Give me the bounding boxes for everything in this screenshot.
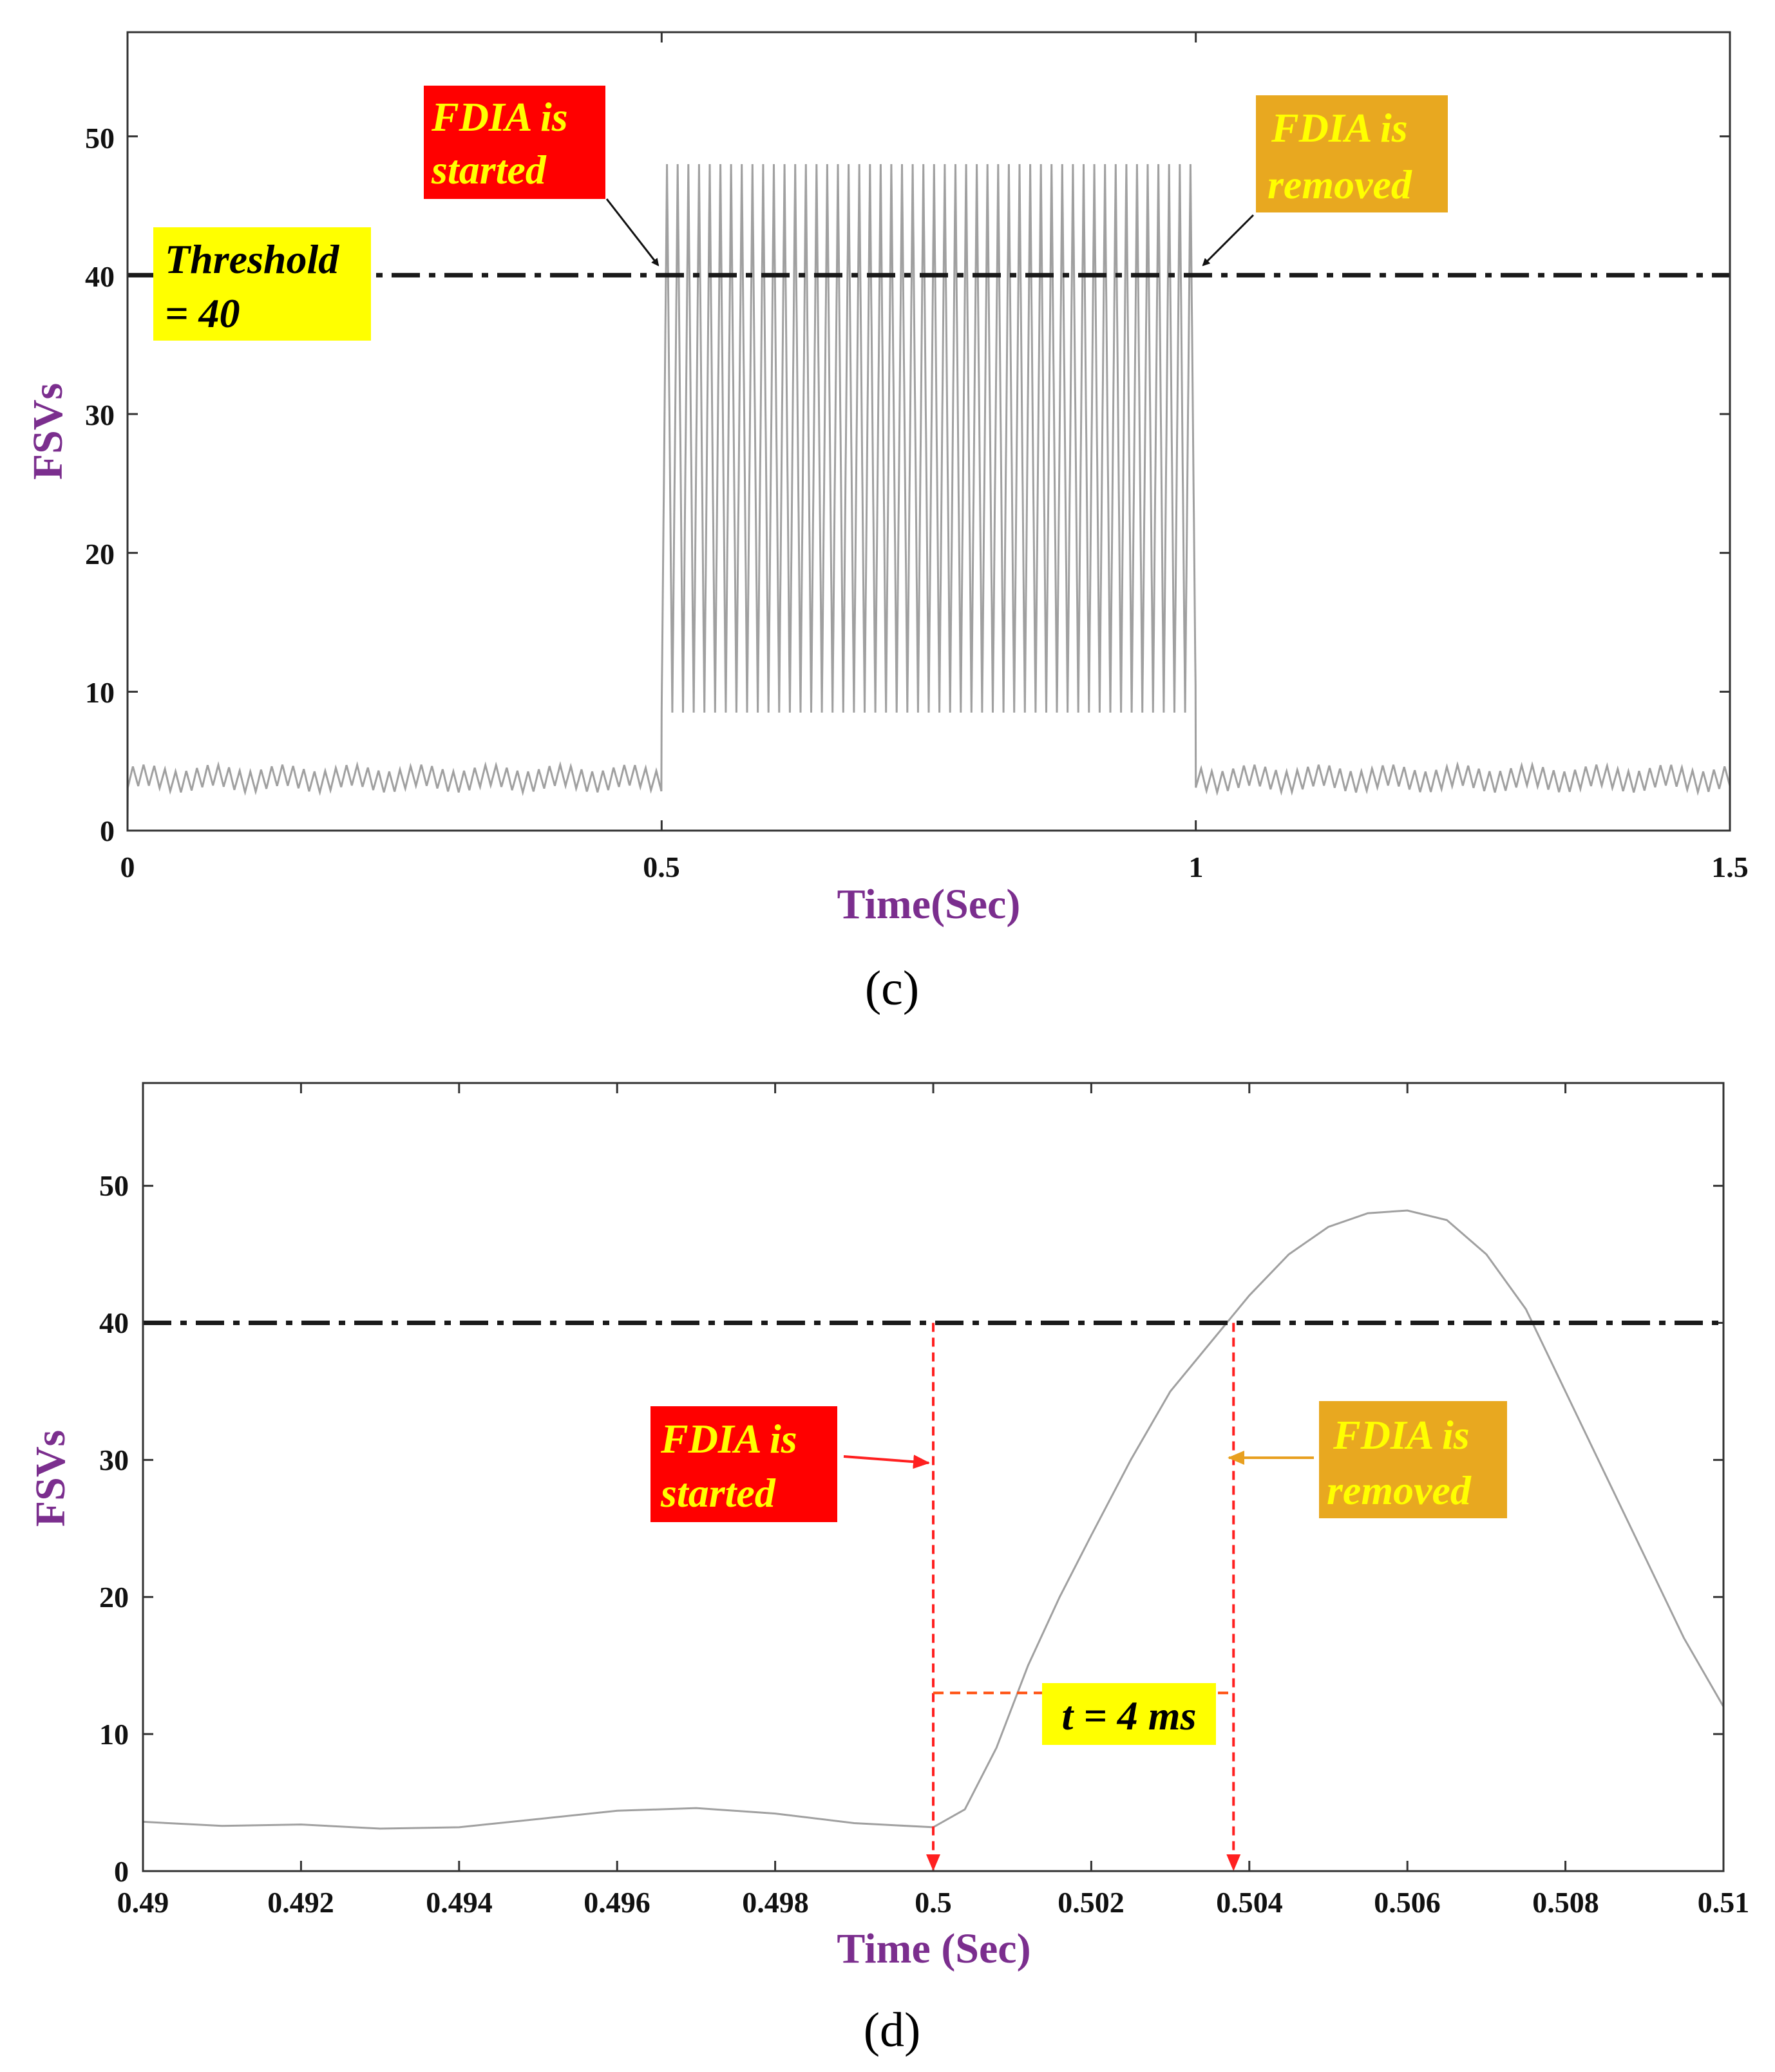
tick-labels-c: 0 10 20 30 40 50 0 0.5 1 1.5 xyxy=(85,122,1749,883)
c-xtick-label-0.5: 0.5 xyxy=(643,851,680,883)
d-xtick-label-0.496: 0.496 xyxy=(584,1886,650,1919)
d-started-label-line1: FDIA is xyxy=(660,1416,797,1462)
d-y-axis-label: FSVs xyxy=(27,1430,74,1527)
c-ytick-label-20: 20 xyxy=(85,538,115,570)
c-started-label-line2: started xyxy=(431,147,547,193)
d-xtick-label-0.492: 0.492 xyxy=(267,1886,334,1919)
c-caption: (c) xyxy=(865,961,919,1015)
d-xtick-label-0.494: 0.494 xyxy=(426,1886,493,1919)
d-removed-label-box xyxy=(1319,1401,1507,1518)
c-xtick-label-1.5: 1.5 xyxy=(1711,851,1749,883)
tick-labels-d: 0 10 20 30 40 50 0.49 0.492 0.494 0.496 … xyxy=(99,1169,1749,1919)
d-ytick-label-0: 0 xyxy=(114,1855,129,1888)
d-xtick-label-0.508: 0.508 xyxy=(1532,1886,1599,1919)
chart-panel-c: 0 10 20 30 40 50 0 0.5 1 1.5 Threshold =… xyxy=(24,31,1749,1015)
c-started-label-box xyxy=(424,86,605,199)
c-ytick-label-30: 30 xyxy=(85,399,115,431)
fsv-series-c xyxy=(126,164,1731,824)
d-xtick-label-0.506: 0.506 xyxy=(1374,1886,1441,1919)
d-ytick-label-40: 40 xyxy=(99,1306,129,1339)
c-ytick-label-50: 50 xyxy=(85,122,115,155)
d-xtick-label-0.502: 0.502 xyxy=(1058,1886,1125,1919)
c-ytick-label-40: 40 xyxy=(85,260,115,293)
c-y-axis-label: FSVs xyxy=(24,383,71,480)
c-started-label-line1: FDIA is xyxy=(431,94,568,140)
c-xtick-label-1: 1 xyxy=(1189,851,1204,883)
d-removed-label-line1: FDIA is xyxy=(1333,1412,1470,1458)
c-x-axis-label: Time(Sec) xyxy=(837,881,1021,928)
measure-label: t = 4 ms xyxy=(1062,1693,1197,1738)
d-started-label-box xyxy=(650,1406,837,1522)
c-xtick-label-0: 0 xyxy=(120,851,135,883)
threshold-label-line1: Threshold xyxy=(165,236,339,282)
d-caption: (d) xyxy=(864,2003,921,2057)
c-removed-label-box xyxy=(1256,95,1448,212)
c-removed-arrow xyxy=(1202,214,1255,267)
plot-frame-d xyxy=(142,1082,1725,1872)
d-xtick-label-0.5: 0.5 xyxy=(915,1886,952,1919)
d-xtick-label-0.51: 0.51 xyxy=(1698,1886,1750,1919)
d-started-label-line2: started xyxy=(660,1470,776,1516)
c-ytick-label-0: 0 xyxy=(100,815,115,847)
d-ytick-label-30: 30 xyxy=(99,1444,129,1476)
d-xtick-label-0.498: 0.498 xyxy=(742,1886,809,1919)
d-xtick-label-0.504: 0.504 xyxy=(1216,1886,1283,1919)
measure-label-box xyxy=(1042,1683,1216,1745)
d-xtick-label-0.49: 0.49 xyxy=(117,1886,169,1919)
fsv-series-d xyxy=(142,1209,1725,1830)
d-started-arrow xyxy=(843,1455,930,1469)
c-started-arrow xyxy=(605,198,660,267)
c-ytick-label-10: 10 xyxy=(85,676,115,709)
threshold-label-box xyxy=(153,227,371,341)
threshold-label-line2: = 40 xyxy=(165,290,240,336)
chart-panel-d: 0 10 20 30 40 50 0.49 0.492 0.494 0.496 … xyxy=(27,1082,1749,2057)
d-removed-label-line2: removed xyxy=(1327,1467,1472,1513)
plot-frame-c xyxy=(126,31,1731,832)
d-x-axis-label: Time (Sec) xyxy=(837,1925,1030,1972)
c-removed-label-line2: removed xyxy=(1267,162,1412,207)
c-removed-label-line1: FDIA is xyxy=(1271,105,1408,151)
d-ytick-label-50: 50 xyxy=(99,1169,129,1202)
d-ytick-label-20: 20 xyxy=(99,1581,129,1614)
d-ytick-label-10: 10 xyxy=(99,1718,129,1751)
